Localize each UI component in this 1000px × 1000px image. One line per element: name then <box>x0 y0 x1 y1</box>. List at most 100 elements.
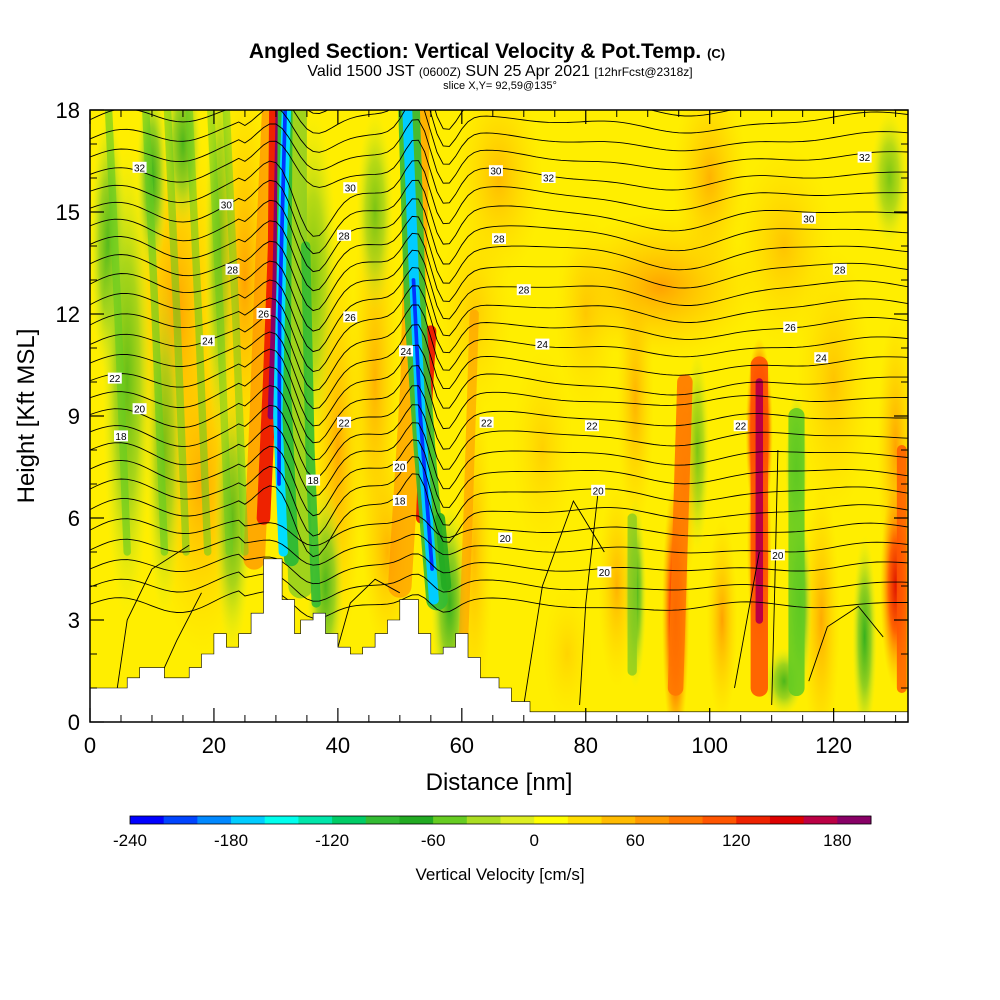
contour-label: 32 <box>857 151 872 164</box>
contour-label-box <box>857 151 872 163</box>
contour-label-box <box>733 420 748 432</box>
contour-label-box <box>219 199 234 211</box>
contour-label-box <box>392 461 407 472</box>
contour-label-box <box>801 212 816 224</box>
velocity-cell <box>554 212 617 416</box>
theta-contour-line <box>90 422 908 497</box>
velocity-band <box>435 513 452 591</box>
colorbar-swatch <box>365 816 400 824</box>
colorbar-frame <box>129 815 872 825</box>
theta-contour-line <box>90 119 908 184</box>
x-tick-label: 20 <box>202 733 226 758</box>
theta-contour-line <box>337 578 401 648</box>
valid-time: Valid 1500 JST <box>307 63 415 80</box>
contour-label-text: 22 <box>481 418 493 429</box>
theta-contour-line <box>90 110 908 147</box>
valid-time-utc: (0600Z) <box>419 65 461 79</box>
contour-label-text: 30 <box>490 167 502 178</box>
y-tick-label: 18 <box>56 98 80 123</box>
contour-label: 20 <box>392 461 407 474</box>
theta-contour-line <box>90 456 908 537</box>
contour-label-box <box>584 420 599 432</box>
contour-label: 20 <box>132 403 147 416</box>
y-axis-label: Height [Kft MSL] <box>13 329 40 504</box>
contour-label-box <box>337 229 352 241</box>
velocity-band <box>411 278 434 571</box>
chart-title-note: (C) <box>707 46 725 61</box>
velocity-band <box>301 241 321 608</box>
theta-contour-line <box>579 490 599 706</box>
colorbar-swatch <box>500 816 535 824</box>
contour-label-text: 24 <box>202 337 214 348</box>
velocity-band <box>222 110 249 556</box>
y-tick-label: 12 <box>56 302 80 327</box>
y-tick-label: 0 <box>68 710 80 735</box>
x-tick-label: 120 <box>815 733 852 758</box>
theta-contour-line <box>90 439 908 517</box>
velocity-cell <box>598 484 636 688</box>
contour-label: 22 <box>479 416 494 429</box>
contour-label-box <box>783 321 798 333</box>
theta-contour-line <box>114 544 190 706</box>
contour-label-text: 18 <box>115 432 127 443</box>
contour-label: 24 <box>814 352 829 365</box>
velocity-band <box>207 110 234 556</box>
contour-label-box <box>225 263 240 275</box>
contour-label: 32 <box>541 172 556 185</box>
contour-label-text: 18 <box>394 497 406 508</box>
contour-label-text: 32 <box>859 153 871 164</box>
contour-label: 22 <box>584 420 599 433</box>
colorbar-swatch <box>736 816 771 824</box>
y-axis: 0 3 6 9 12 15 18 <box>56 98 908 735</box>
colorbar-swatch <box>702 816 737 824</box>
contour-label: 22 <box>337 416 352 429</box>
contour-label-text: 26 <box>345 313 357 324</box>
contour-label: 28 <box>492 233 506 246</box>
contour-label-box <box>516 284 531 296</box>
terrain-layer <box>90 558 908 722</box>
contour-label-text: 26 <box>258 310 270 321</box>
contour-label: 28 <box>337 229 352 242</box>
theta-contour-line <box>90 215 908 292</box>
contour-label: 18 <box>113 430 128 443</box>
colorbar-swatch <box>837 816 872 824</box>
colorbar-swatch <box>567 816 603 824</box>
theta-contour-line <box>90 344 908 427</box>
x-tick-label: 100 <box>691 733 728 758</box>
contour-label: 30 <box>801 212 816 225</box>
contour-label-text: 28 <box>339 231 351 242</box>
contour-label-box <box>535 338 550 350</box>
theta-contour-line <box>523 499 605 706</box>
colorbar-swatch <box>298 816 333 824</box>
contour-label-box <box>832 263 847 275</box>
contour-label-text: 20 <box>772 551 784 562</box>
contour-label-text: 28 <box>227 265 239 276</box>
velocity-cell <box>852 535 878 722</box>
valid-date: SUN 25 Apr 2021 <box>465 63 590 80</box>
colorbar-swatch <box>399 816 434 824</box>
colorbar-swatch <box>466 816 501 824</box>
contour-label-box <box>343 311 358 323</box>
contour-label-text: 30 <box>345 184 357 195</box>
contour-label-text: 24 <box>816 354 828 365</box>
theta-contour-line <box>90 590 908 619</box>
contour-label-text: 20 <box>394 463 406 474</box>
contour-label-box <box>591 484 606 496</box>
contour-label: 30 <box>488 165 503 178</box>
plot-area: 32 30 28 26 24 22 20 18 30 28 26 24 22 20 18 18 30 32 28 28… <box>90 110 908 722</box>
chart-title: Angled Section: Vertical Velocity & Pot.… <box>249 40 725 63</box>
colorbar-swatch <box>635 816 670 824</box>
contour-label-box <box>541 172 556 183</box>
contour-label: 22 <box>733 420 748 433</box>
theta-contour-line <box>90 515 908 547</box>
colorbar-swatch <box>668 816 704 824</box>
colorbar-tick-label: 0 <box>529 831 538 850</box>
theta-contour-line <box>90 365 908 444</box>
contour-label: 20 <box>597 566 612 579</box>
velocity-band <box>277 110 288 486</box>
contour-label: 18 <box>392 495 407 508</box>
x-tick-label: 80 <box>574 733 598 758</box>
colorbar-tick-label: -60 <box>421 831 446 850</box>
contour-label-text: 30 <box>803 214 815 225</box>
colorbar-swatch <box>803 816 838 824</box>
